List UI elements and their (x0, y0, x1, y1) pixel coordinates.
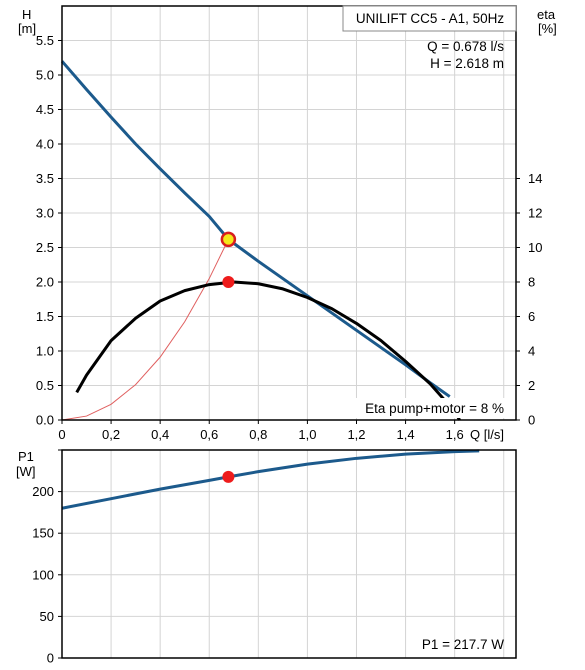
p1-tick-label: 50 (40, 609, 54, 624)
y-left-tick-label: 3.0 (36, 206, 54, 221)
efficiency-curve-line (75, 280, 461, 421)
y-right-tick-label: 2 (528, 378, 535, 393)
x-tick-label: 0 (58, 427, 65, 442)
top-plot: 0.0 0.5 1.0 1.5 2.0 2.5 3.0 3.5 4.0 4.5 5.0 5.5 0 2 4 6… (18, 5, 557, 442)
efficiency-duty-point (222, 276, 235, 288)
y-right-axis-label-unit: [%] (538, 21, 557, 36)
y-left-tick-label: 3.5 (36, 171, 54, 186)
y-right-tick-label: 10 (528, 240, 542, 255)
p1-axis-label-unit: [W] (16, 464, 36, 479)
x-tick-label: 0,4 (151, 427, 169, 442)
y-left-tick-label: 4.0 (36, 137, 54, 152)
y-left-tick-label: 1.0 (36, 344, 54, 359)
eta-note-bg (352, 398, 512, 418)
y-right-tick-label: 14 (528, 171, 542, 186)
duty-head-readout: H = 2.618 m (430, 56, 504, 71)
x-tick-label: 1,6 (446, 427, 464, 442)
y-left-tick-label: 0.5 (36, 378, 54, 393)
p1-tick-label: 100 (32, 567, 54, 582)
y-left-tick-label: 2.5 (36, 240, 54, 255)
y-left-tick-label: 1.5 (36, 309, 54, 324)
head-duty-point (220, 231, 237, 248)
x-tick-label: 1,4 (397, 427, 415, 442)
x-tick-label: 0,8 (249, 427, 267, 442)
eta-note: Eta pump+motor = 8 % (365, 401, 504, 416)
y-left-tick-label: 5.5 (36, 33, 54, 48)
x-tick-label: 0,6 (200, 427, 218, 442)
y-right-tick-label: 6 (528, 309, 535, 324)
y-left-tick-label: 0.0 (36, 413, 54, 428)
x-tick-label: 0,2 (102, 427, 120, 442)
system-curve-line (61, 239, 229, 421)
duty-flow-readout: Q = 0.678 l/s (427, 39, 504, 54)
y-left-tick-label: 4.5 (36, 102, 54, 117)
y-right-tick-label: 8 (528, 275, 535, 290)
power-curve-line (61, 449, 480, 510)
y-right-axis-label-name: eta (537, 7, 556, 22)
x-tick-label: 1,2 (347, 427, 365, 442)
title-box (342, 5, 517, 32)
bottom-plot-frame (61, 449, 517, 659)
power-note: P1 = 217.7 W (422, 637, 504, 652)
head-curve-line (60, 60, 451, 398)
p1-tick-label: 150 (32, 526, 54, 541)
y-left-tick-label: 5.0 (36, 68, 54, 83)
y-left-axis-label-unit: [m] (18, 21, 36, 36)
power-duty-point (222, 470, 235, 483)
y-right-tick-label: 12 (528, 206, 542, 221)
x-axis-label: Q [l/s] (470, 427, 504, 442)
y-right-tick-label: 4 (528, 344, 535, 359)
p1-tick-label: 200 (32, 484, 54, 499)
bottom-plot: 0 50 100 150 200 P1[W] P1 = 217.7 W (16, 449, 517, 666)
x-tick-label: 1,0 (298, 427, 316, 442)
p1-axis-label-name: P1 (18, 449, 34, 464)
y-left-axis-label-name: H (22, 7, 31, 22)
p1-tick-label: 0 (47, 651, 54, 666)
y-left-tick-label: 2.0 (36, 275, 54, 290)
chart-title: UNILIFT CC5 - A1, 50Hz (356, 11, 505, 26)
y-right-tick-label: 0 (528, 413, 535, 428)
